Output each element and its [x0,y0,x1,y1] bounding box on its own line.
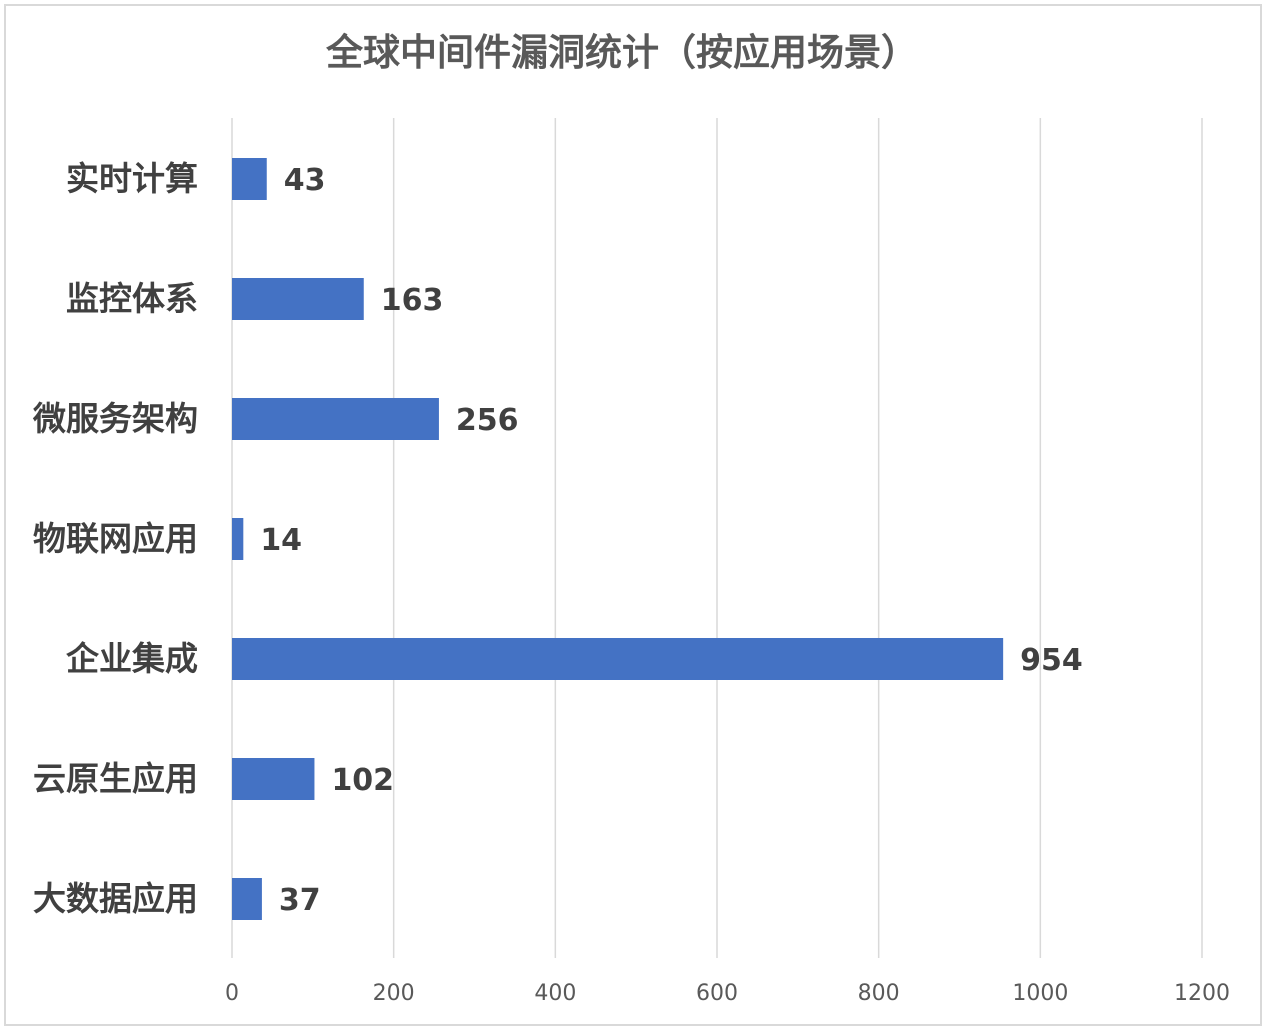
category-label: 监控体系 [66,279,198,318]
x-tick-label: 400 [534,981,576,1006]
bars [232,158,1004,920]
x-axis-tick-labels: 0 200 400 600 800 1000 1200 [225,981,1230,1006]
bar [232,758,315,800]
category-label: 企业集成 [66,639,198,678]
x-tick-label: 600 [696,981,738,1006]
category-label: 微服务架构 [32,399,198,438]
x-tick-label: 200 [373,981,415,1006]
gridlines [231,118,1203,958]
chart-title: 全球中间件漏洞统计（按应用场景） [325,31,918,74]
bar [232,278,364,320]
category-label: 云原生应用 [33,759,198,798]
bar [232,158,267,200]
data-label: 43 [284,163,326,198]
category-label: 大数据应用 [33,879,198,918]
x-tick-label: 1200 [1174,981,1230,1006]
x-tick-label: 0 [225,981,239,1006]
x-tick-label: 800 [858,981,900,1006]
x-tick-label: 1000 [1012,981,1068,1006]
data-label: 14 [260,523,302,558]
data-label: 954 [1020,643,1083,678]
data-label: 256 [456,403,519,438]
category-label: 实时计算 [66,159,198,198]
chart-frame [4,4,1262,1026]
bar [232,878,262,920]
data-label: 102 [331,763,394,798]
bar [232,518,244,560]
data-label: 163 [381,283,444,318]
bar [232,638,1004,680]
data-labels: 43 163 256 14 954 102 37 [260,163,1082,918]
data-label: 37 [279,883,321,918]
category-label: 物联网应用 [33,519,198,558]
bar [232,398,439,440]
